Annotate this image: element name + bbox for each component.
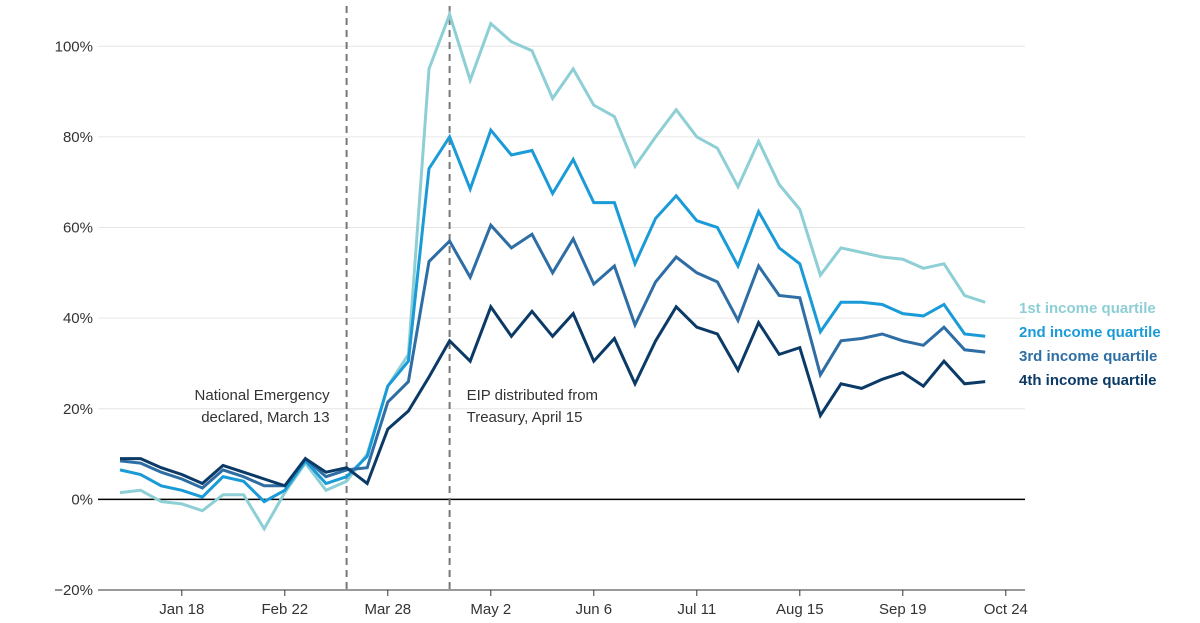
series-line-1 <box>119 9 986 532</box>
event-markers: National Emergency declared, March 13 EIP … <box>195 6 598 590</box>
y-tick-label: 100% <box>55 38 93 55</box>
event-marker-annotation: EIP distributed from <box>467 387 598 404</box>
legend-label-4: 4th income quartile <box>1019 372 1157 389</box>
x-tick-label: Jun 6 <box>575 601 612 618</box>
event-marker-annotation: National Emergency <box>195 387 331 404</box>
y-tick-label: −20% <box>54 582 93 599</box>
x-tick-label: Jul 11 <box>677 601 716 618</box>
legend-label-2: 2nd income quartile <box>1019 324 1161 341</box>
series-line-2 <box>119 127 986 504</box>
legend-label-3: 3rd income quartile <box>1019 348 1157 365</box>
x-tick-label: Sep 19 <box>879 601 927 618</box>
gridlines <box>98 45 1025 591</box>
x-tick-label: Mar 28 <box>364 601 411 618</box>
x-tick-label: Jan 18 <box>159 601 204 618</box>
event-marker-annotation: Treasury, April 15 <box>467 409 583 426</box>
series-line-4 <box>120 303 986 488</box>
x-tick-label: Aug 15 <box>776 601 824 618</box>
x-tick-label: Oct 24 <box>984 601 1028 618</box>
event-marker-annotation: declared, March 13 <box>201 409 329 426</box>
axes: −20% 0% 20% 40% 60% 80% 100% Jan 18 Feb 22 Mar 28… <box>54 38 1028 618</box>
y-tick-label: 20% <box>63 401 93 418</box>
y-tick-label: 40% <box>63 310 93 327</box>
y-tick-label: 0% <box>71 491 93 508</box>
y-tick-label: 80% <box>63 129 93 146</box>
legend: 1st income quartile 2nd income quartile 3r… <box>1019 300 1161 389</box>
x-tick-label: Feb 22 <box>261 601 308 618</box>
legend-label-1: 1st income quartile <box>1019 300 1156 317</box>
series-line-3 <box>119 222 986 490</box>
series-lines <box>119 9 986 532</box>
x-tick-label: May 2 <box>470 601 511 618</box>
y-tick-label: 60% <box>63 220 93 237</box>
